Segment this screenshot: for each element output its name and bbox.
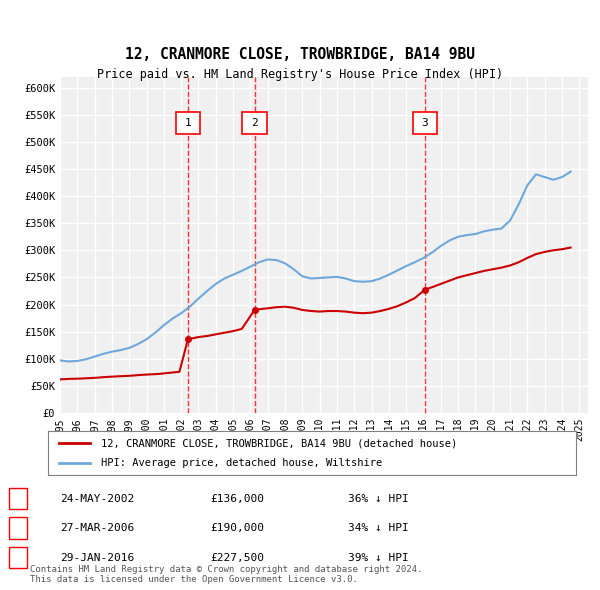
- Text: 39% ↓ HPI: 39% ↓ HPI: [348, 553, 409, 562]
- Text: 2: 2: [251, 118, 258, 128]
- Text: 34% ↓ HPI: 34% ↓ HPI: [348, 523, 409, 533]
- Text: HPI: Average price, detached house, Wiltshire: HPI: Average price, detached house, Wilt…: [101, 458, 382, 467]
- Text: £227,500: £227,500: [210, 553, 264, 562]
- Text: 36% ↓ HPI: 36% ↓ HPI: [348, 494, 409, 503]
- Text: 29-JAN-2016: 29-JAN-2016: [60, 553, 134, 562]
- Text: 2: 2: [14, 523, 22, 533]
- Text: 3: 3: [14, 553, 22, 562]
- FancyBboxPatch shape: [242, 112, 266, 134]
- Text: 3: 3: [422, 118, 428, 128]
- Text: 27-MAR-2006: 27-MAR-2006: [60, 523, 134, 533]
- FancyBboxPatch shape: [176, 112, 200, 134]
- Text: 24-MAY-2002: 24-MAY-2002: [60, 494, 134, 503]
- Text: Price paid vs. HM Land Registry's House Price Index (HPI): Price paid vs. HM Land Registry's House …: [97, 68, 503, 81]
- Text: Contains HM Land Registry data © Crown copyright and database right 2024.
This d: Contains HM Land Registry data © Crown c…: [30, 565, 422, 584]
- Text: 12, CRANMORE CLOSE, TROWBRIDGE, BA14 9BU (detached house): 12, CRANMORE CLOSE, TROWBRIDGE, BA14 9BU…: [101, 438, 457, 448]
- FancyBboxPatch shape: [413, 112, 437, 134]
- Text: 12, CRANMORE CLOSE, TROWBRIDGE, BA14 9BU: 12, CRANMORE CLOSE, TROWBRIDGE, BA14 9BU: [125, 47, 475, 62]
- Text: £190,000: £190,000: [210, 523, 264, 533]
- Text: 1: 1: [14, 494, 22, 503]
- Text: 1: 1: [185, 118, 191, 128]
- Text: £136,000: £136,000: [210, 494, 264, 503]
